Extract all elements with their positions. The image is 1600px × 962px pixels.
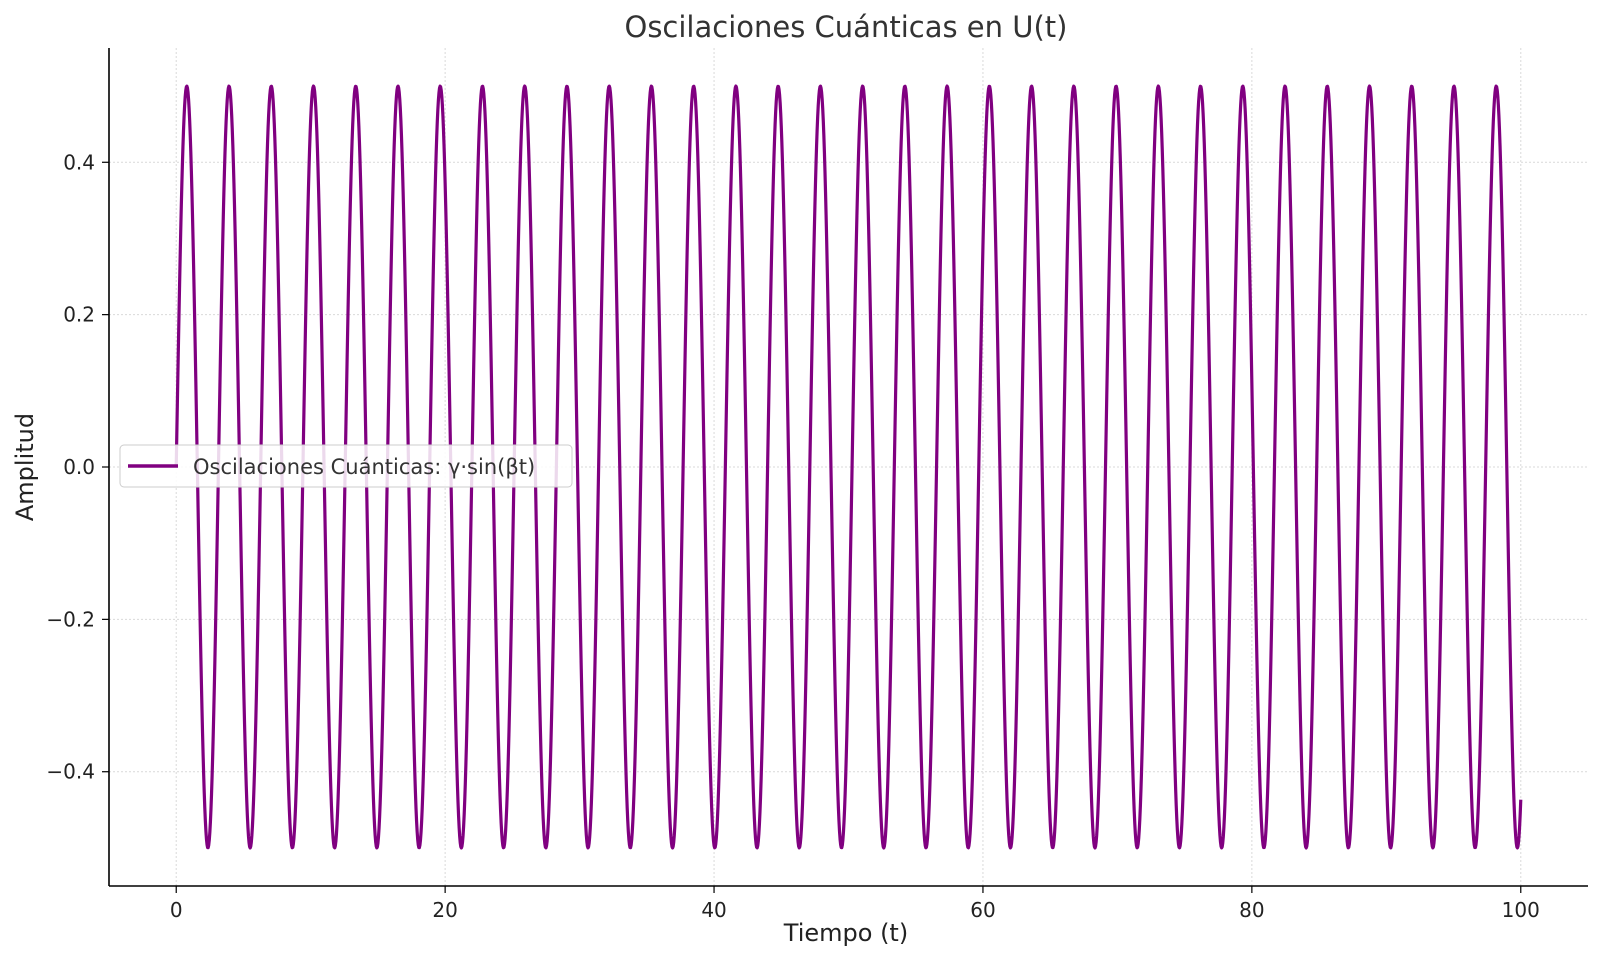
series-layer <box>174 84 1523 850</box>
y-ticks: −0.4 −0.2 0.0 0.2 0.4 <box>46 150 109 784</box>
x-tick-label: 20 <box>432 898 457 922</box>
y-tick-label: 0.0 <box>63 455 95 479</box>
y-tick-label: 0.2 <box>63 303 95 327</box>
x-ticks: 0 20 40 60 80 100 <box>170 886 1540 922</box>
x-tick-label: 100 <box>1502 898 1540 922</box>
x-tick-label: 60 <box>970 898 995 922</box>
x-axis-label: Tiempo (t) <box>783 919 908 947</box>
y-tick-label: −0.2 <box>46 607 95 631</box>
x-tick-label: 0 <box>170 898 183 922</box>
legend: Oscilaciones Cuánticas: γ·sin(βt) <box>119 444 573 488</box>
y-axis-label: Amplitud <box>11 413 39 521</box>
chart-title: Oscilaciones Cuánticas en U(t) <box>625 10 1068 44</box>
y-tick-label: 0.4 <box>63 150 95 174</box>
series-line <box>174 84 1523 850</box>
x-tick-label: 40 <box>701 898 726 922</box>
y-tick-label: −0.4 <box>46 760 95 784</box>
x-tick-label: 80 <box>1239 898 1264 922</box>
legend-box <box>119 444 573 488</box>
legend-entry: Oscilaciones Cuánticas: γ·sin(βt) <box>193 455 535 479</box>
